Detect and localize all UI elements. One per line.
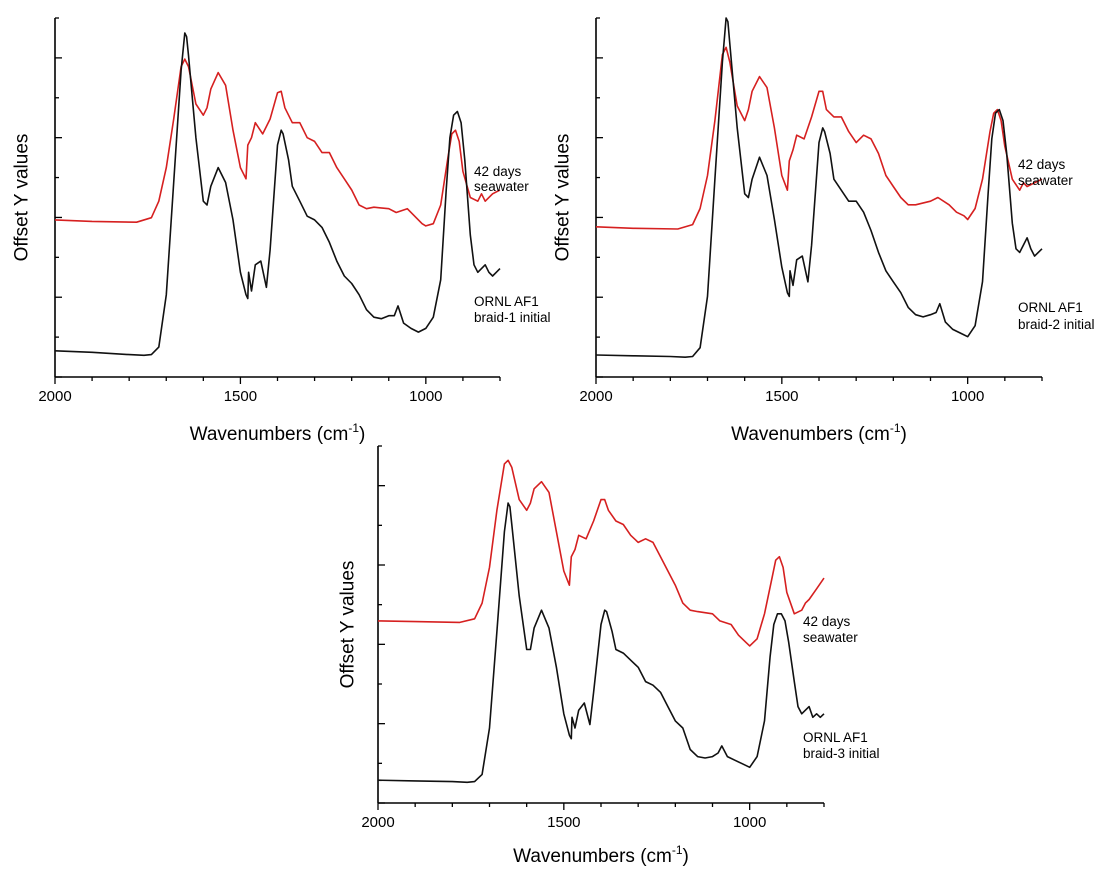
series-annotation: ORNL AF1 — [1018, 300, 1083, 315]
series-annotation: seawater — [803, 630, 858, 645]
series-annotation: braid-2 initial — [1018, 317, 1095, 332]
x-tick-label: 2000 — [579, 388, 612, 405]
series-annotation: 42 days — [474, 164, 522, 179]
series-annotation: ORNL AF1 — [803, 730, 868, 745]
chart-panel-3: 2000 1500 1000 Wavenumbers (cm-1) Offset Y v… — [338, 445, 880, 867]
series-annotation: 42 days — [803, 614, 851, 629]
series-annotation: 42 days — [1018, 157, 1066, 172]
x-tick-label: 1000 — [951, 388, 984, 405]
chart-panel-2: 2000 1500 1000 Wavenumbers (cm-1) Offset Y v… — [553, 17, 1095, 445]
series-annotation: ORNL AF1 — [474, 294, 539, 309]
x-tick-label: 2000 — [38, 388, 71, 405]
x-axis-title: Wavenumbers (cm-1) — [731, 421, 907, 445]
series-line-initial — [377, 502, 825, 784]
y-axis-title: Offset Y values — [338, 561, 359, 689]
x-tick-label: 1500 — [224, 388, 257, 405]
y-axis-title: Offset Y values — [12, 134, 33, 262]
x-tick-label: 1500 — [547, 814, 580, 831]
series-annotation: seawater — [474, 179, 529, 194]
series-annotation: braid-3 initial — [803, 746, 880, 761]
series-line-seawater — [377, 459, 825, 647]
y-axis-title: Offset Y values — [553, 134, 574, 262]
series-line-initial — [595, 17, 1043, 358]
series-line-initial — [54, 32, 501, 357]
series-annotation: braid-1 initial — [474, 310, 551, 325]
x-tick-label: 1500 — [765, 388, 798, 405]
x-axis-title: Wavenumbers (cm-1) — [513, 843, 689, 867]
x-tick-label: 2000 — [361, 814, 394, 831]
x-tick-label: 1000 — [409, 388, 442, 405]
x-tick-label: 1000 — [733, 814, 766, 831]
x-axis-title: Wavenumbers (cm-1) — [190, 421, 366, 445]
series-line-seawater — [595, 46, 1043, 230]
chart-panel-1: 2000 1500 1000 Wavenumbers (cm-1) Offset Y v… — [12, 17, 551, 445]
series-annotation: seawater — [1018, 173, 1073, 188]
